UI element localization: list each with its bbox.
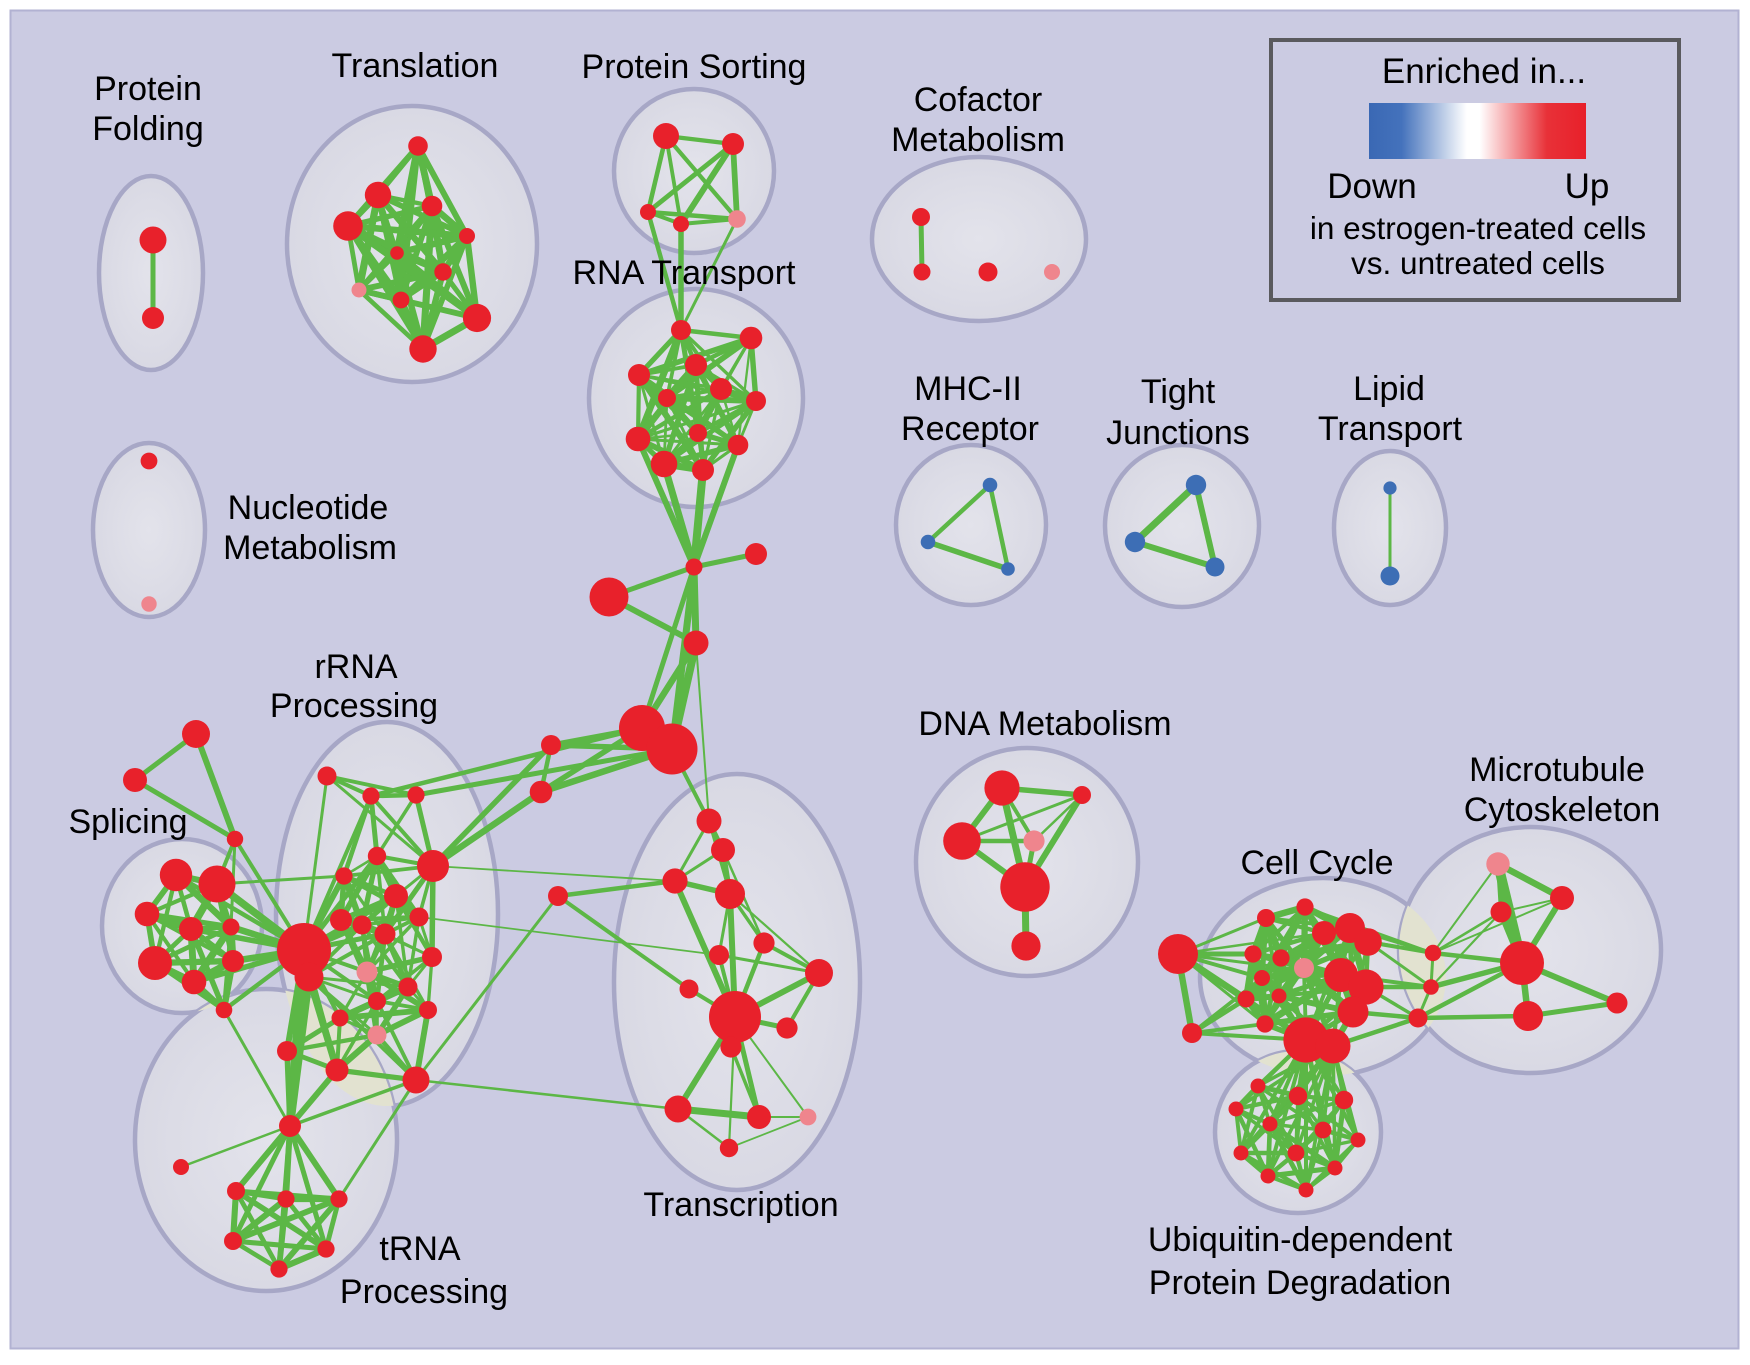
svg-text:DNA Metabolism: DNA Metabolism: [918, 705, 1171, 743]
svg-text:Ubiquitin-dependent: Ubiquitin-dependent: [1148, 1221, 1453, 1259]
svg-text:Receptor: Receptor: [901, 410, 1039, 448]
svg-text:Cofactor: Cofactor: [914, 81, 1043, 119]
svg-text:Metabolism: Metabolism: [891, 121, 1065, 159]
svg-text:Processing: Processing: [340, 1273, 508, 1311]
svg-text:Nucleotide: Nucleotide: [228, 489, 389, 527]
svg-text:RNA Transport: RNA Transport: [573, 254, 797, 292]
svg-text:tRNA: tRNA: [379, 1230, 461, 1268]
svg-text:rRNA: rRNA: [314, 648, 397, 686]
svg-text:Protein Sorting: Protein Sorting: [582, 48, 807, 86]
svg-text:Up: Up: [1565, 167, 1610, 206]
svg-text:Down: Down: [1327, 167, 1416, 206]
svg-text:Translation: Translation: [332, 47, 499, 85]
svg-text:Protein: Protein: [94, 70, 202, 108]
svg-text:Processing: Processing: [270, 687, 438, 725]
svg-text:Transcription: Transcription: [643, 1186, 838, 1224]
svg-text:Metabolism: Metabolism: [223, 529, 397, 567]
svg-text:Transport: Transport: [1318, 410, 1463, 448]
svg-text:Protein Degradation: Protein Degradation: [1149, 1264, 1451, 1302]
svg-text:Splicing: Splicing: [68, 803, 187, 841]
svg-text:Folding: Folding: [92, 110, 204, 148]
svg-text:vs. untreated cells: vs. untreated cells: [1351, 245, 1605, 281]
svg-text:Lipid: Lipid: [1353, 370, 1425, 408]
svg-text:Enriched in...: Enriched in...: [1382, 52, 1586, 91]
svg-text:Cell Cycle: Cell Cycle: [1240, 844, 1393, 882]
svg-text:Junctions: Junctions: [1106, 414, 1250, 452]
svg-text:Cytoskeleton: Cytoskeleton: [1464, 791, 1661, 829]
svg-text:Microtubule: Microtubule: [1469, 751, 1645, 789]
svg-text:MHC-II: MHC-II: [914, 370, 1022, 408]
svg-text:Tight: Tight: [1141, 373, 1216, 411]
svg-text:in estrogen-treated cells: in estrogen-treated cells: [1310, 210, 1646, 246]
